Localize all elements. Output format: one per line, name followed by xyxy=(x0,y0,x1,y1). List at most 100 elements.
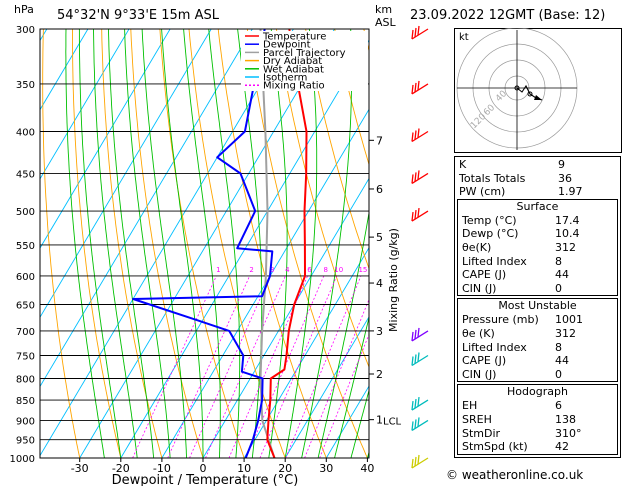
pressure-tick-label: 800 xyxy=(16,374,35,385)
altitude-tick-label: 4 xyxy=(376,277,383,290)
isotherm-line xyxy=(161,108,369,458)
wind-barb-flag xyxy=(411,331,414,341)
wind-barb-staff xyxy=(411,419,429,432)
section-title: Hodograph xyxy=(507,385,568,399)
wind-barb-flag xyxy=(414,354,417,364)
wet-adiabat-line xyxy=(78,29,122,458)
wet-adiabat-line xyxy=(268,29,288,458)
wind-barb-staff xyxy=(411,130,429,143)
mixing-ratio-label: 20 xyxy=(376,266,385,274)
pressure-tick-label: 700 xyxy=(16,327,35,338)
wind-barb-flag xyxy=(417,25,420,36)
wind-barb-flag xyxy=(411,211,414,222)
wind-barb xyxy=(411,170,429,185)
isotherm-line xyxy=(284,316,369,458)
wind-barb-flag xyxy=(411,84,414,94)
mixing-ratio-label: 4 xyxy=(285,266,290,274)
mixing-ratio-label: 1 xyxy=(216,266,220,274)
mixing-ratio-label: 15 xyxy=(358,266,367,274)
isotherm-line xyxy=(0,29,6,458)
wind-barb xyxy=(411,25,429,40)
hodograph-storm-arrow xyxy=(534,95,542,100)
wind-barb-flag xyxy=(417,327,420,337)
section-title: Surface xyxy=(516,199,559,213)
temperature-tick-label: 10 xyxy=(237,462,251,475)
altitude-tick-label: 7 xyxy=(376,134,383,147)
index-row: Lifted Index 8 xyxy=(462,254,562,268)
isotherm-line xyxy=(202,177,369,458)
wind-barb-flag xyxy=(414,399,417,409)
wind-barb-flag xyxy=(417,397,420,407)
wet-adiabat-line xyxy=(183,29,221,458)
wind-barb-staff xyxy=(411,28,429,40)
mixing-ratio-label: 8 xyxy=(324,266,328,274)
mixing-ratio-line xyxy=(228,275,308,458)
wind-barb-flag xyxy=(417,207,420,218)
altitude-tick-label: 2 xyxy=(376,368,383,381)
temperature-tick-label: 0 xyxy=(200,462,207,475)
index-row: CAPE (J) 44 xyxy=(462,268,569,282)
legend-box xyxy=(241,31,368,91)
wind-barb xyxy=(411,397,429,411)
hodograph-storm-marker xyxy=(527,91,533,97)
most-unstable-section: Most Unstable Pressure (mb) 1001 θe (K) 31… xyxy=(457,298,618,383)
pressure-tick-label: 650 xyxy=(16,301,35,312)
pressure-tick-label: 350 xyxy=(16,80,35,91)
wind-barb-flag xyxy=(411,356,414,366)
index-row: SREH 138 xyxy=(462,412,576,426)
wet-adiabat-line xyxy=(65,29,105,458)
dry-adiabat-line xyxy=(334,29,369,167)
wind-barb-staff xyxy=(411,210,429,222)
mixing-ratio-line xyxy=(205,275,286,458)
wind-barb xyxy=(411,417,429,432)
location-title: 54°32'N 9°33'E 15m ASL xyxy=(57,8,219,23)
temperature-line xyxy=(266,29,308,458)
temperature-tick-label: -30 xyxy=(71,462,89,475)
km-axis-label: km xyxy=(375,3,393,16)
wind-barb-flag xyxy=(411,29,414,40)
dry-adiabat-line xyxy=(42,29,81,458)
wind-barb xyxy=(411,454,429,469)
legend-label: Isotherm xyxy=(263,73,307,84)
mixing-ratio-label: 6 xyxy=(307,266,312,274)
pressure-tick-label: 1000 xyxy=(10,454,35,465)
wind-barb-flag xyxy=(414,456,417,467)
pressure-tick-label: 950 xyxy=(16,436,35,447)
mixing-ratio-label: 3 xyxy=(270,266,274,274)
wind-barb xyxy=(411,352,429,367)
isotherm-line xyxy=(40,29,294,457)
isotherm-line xyxy=(40,29,130,180)
wind-barb-staff xyxy=(411,83,429,95)
wind-barb xyxy=(411,207,429,222)
wind-barb-flag xyxy=(411,421,414,431)
section-title: Most Unstable xyxy=(498,299,577,313)
mixing-ratio-line xyxy=(245,275,325,458)
wind-barb-staff xyxy=(411,399,429,411)
isotherm-line xyxy=(120,39,369,458)
wind-barb-flag xyxy=(411,458,414,469)
wind-barb xyxy=(411,128,429,143)
temperature-tick-label: 30 xyxy=(319,462,333,475)
wind-barb-flag xyxy=(417,417,420,427)
wind-barb-flag xyxy=(411,132,414,142)
legend-label: Dry Adiabat xyxy=(263,56,322,67)
wind-barb-flag xyxy=(417,128,420,138)
index-row: Dewp (°C) 10.4 xyxy=(462,227,580,241)
hodograph-origin xyxy=(514,85,520,91)
index-row: StmSpd (kt) 42 xyxy=(462,440,569,454)
copyright: © weatheronline.co.uk xyxy=(446,468,584,482)
wind-barb-flag xyxy=(411,174,414,184)
mixing-ratio-label: 2 xyxy=(249,266,253,274)
index-row: PW (cm) 1.97 xyxy=(459,185,583,199)
wind-barb-flag xyxy=(417,352,420,362)
asl-axis-label: ASL xyxy=(375,16,396,29)
parcel-trajectory-line xyxy=(259,29,276,458)
lcl-label: LCL xyxy=(383,416,402,427)
wind-barb-staff xyxy=(411,457,429,469)
isotherm-line xyxy=(243,246,369,458)
dry-adiabat-line xyxy=(305,29,369,270)
wind-barb-flag xyxy=(414,209,417,220)
wet-adiabat-line xyxy=(350,388,369,458)
wind-barb-flag xyxy=(414,82,417,92)
